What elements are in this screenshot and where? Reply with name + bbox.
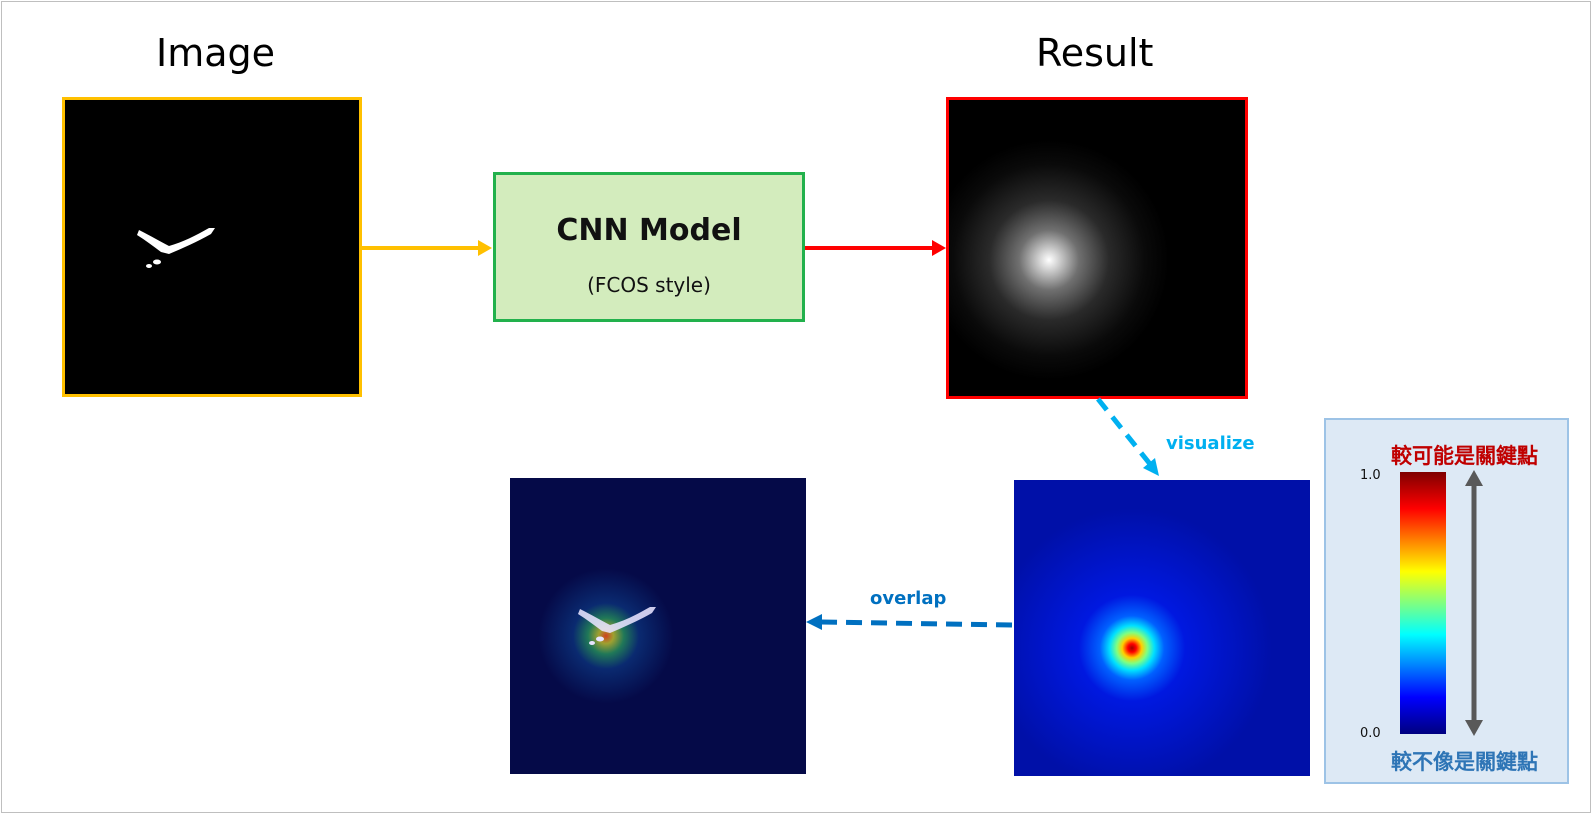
arrow-visualize	[1096, 397, 1152, 466]
arrow-cnn-to-result-head	[932, 240, 946, 256]
overlap-heatmap	[510, 478, 806, 774]
overlap-label: overlap	[870, 588, 947, 609]
legend-min-tick: 0.0	[1360, 726, 1381, 741]
legend-top-label: 較可能是關鍵點	[1391, 443, 1538, 468]
cnn-model-box: CNN Model (FCOS style)	[493, 172, 805, 322]
input-image-panel	[62, 97, 362, 397]
result-heatmap-panel	[946, 97, 1248, 399]
arrow-visualize-head	[1143, 458, 1159, 476]
legend-double-arrow	[1465, 470, 1483, 736]
legend-bottom-label: 較不像是關鍵點	[1391, 749, 1538, 774]
overlap-panel	[510, 478, 806, 774]
image-title: Image	[156, 31, 276, 75]
jet-heatmap	[1014, 480, 1310, 776]
jet-heatmap-panel	[1014, 480, 1310, 776]
colorbar-legend: 較可能是關鍵點 1.0 0.0 較不像是關鍵點	[1324, 418, 1569, 784]
arrow-overlap-head	[806, 614, 822, 630]
arrow-image-to-cnn-head	[478, 240, 492, 256]
cnn-model-subtitle: (FCOS style)	[587, 273, 711, 297]
arrow-overlap	[819, 619, 1013, 628]
visualize-label: visualize	[1166, 433, 1255, 454]
cnn-model-title: CNN Model	[556, 213, 742, 248]
input-bird-mask	[137, 228, 215, 268]
legend-max-tick: 1.0	[1360, 468, 1381, 483]
result-title: Result	[1036, 31, 1154, 75]
colorbar	[1400, 472, 1446, 734]
result-grayscale-heatmap	[949, 100, 1245, 396]
